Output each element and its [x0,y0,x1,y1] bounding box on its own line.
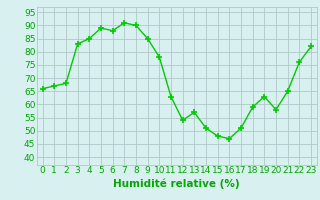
X-axis label: Humidité relative (%): Humidité relative (%) [114,178,240,189]
